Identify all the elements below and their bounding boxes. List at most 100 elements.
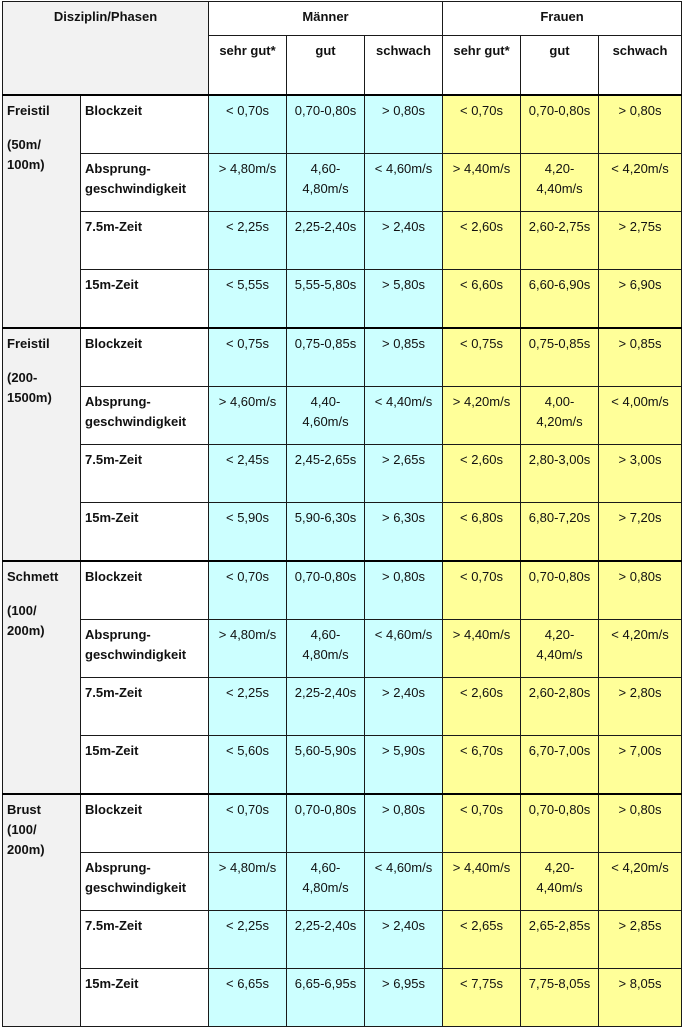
phase-blockzeit: Blockzeit bbox=[80, 560, 209, 620]
value-women-weak: > 2,80s bbox=[598, 677, 683, 736]
table-row: Absprung-geschwindigkeit > 4,80m/s 4,60-4,… bbox=[3, 619, 683, 678]
value-men-very-good: < 0,70s bbox=[208, 793, 287, 853]
phase-zeit-15m: 15m-Zeit bbox=[80, 968, 209, 1027]
value-women-very-good: > 4,40m/s bbox=[442, 153, 522, 212]
phase-absprung: Absprung-geschwindigkeit bbox=[80, 619, 209, 678]
value-men-weak: < 4,60m/s bbox=[363, 852, 444, 911]
table-row: 15m-Zeit < 5,55s 5,55-5,80s > 5,80s < 6,60s 6… bbox=[3, 269, 683, 329]
phase-blockzeit: Blockzeit bbox=[80, 793, 209, 853]
value-men-good: 5,60-5,90s bbox=[286, 735, 365, 795]
value-men-good: 4,60-4,80m/s bbox=[286, 153, 365, 212]
value-women-good: 2,80-3,00s bbox=[520, 444, 600, 503]
value-women-very-good: > 4,40m/s bbox=[442, 852, 522, 911]
discipline-spacer bbox=[7, 587, 76, 601]
value-men-good: 0,70-0,80s bbox=[286, 560, 365, 620]
value-men-weak: > 2,65s bbox=[363, 444, 444, 503]
subheader-men-good: gut bbox=[286, 35, 365, 96]
value-women-very-good: < 0,70s bbox=[442, 94, 522, 154]
value-men-weak: < 4,40m/s bbox=[363, 386, 444, 445]
value-women-good: 0,70-0,80s bbox=[520, 560, 600, 620]
value-men-weak: > 0,85s bbox=[363, 327, 444, 387]
value-men-very-good: < 0,70s bbox=[208, 94, 287, 154]
value-men-very-good: < 0,70s bbox=[208, 560, 287, 620]
discipline-name: Brust bbox=[7, 802, 41, 817]
phase-zeit-15m: 15m-Zeit bbox=[80, 502, 209, 562]
value-men-very-good: < 5,90s bbox=[208, 502, 287, 562]
phase-zeit-15m: 15m-Zeit bbox=[80, 269, 209, 329]
discipline-name: Schmett bbox=[7, 569, 59, 584]
discipline-spacer bbox=[7, 354, 76, 368]
value-men-very-good: > 4,80m/s bbox=[208, 852, 287, 911]
value-men-very-good: > 4,80m/s bbox=[208, 619, 287, 678]
value-women-weak: < 4,20m/s bbox=[598, 153, 683, 212]
header-corner: Disziplin/Phasen bbox=[2, 1, 209, 96]
value-men-very-good: < 5,55s bbox=[208, 269, 287, 329]
value-men-very-good: < 6,65s bbox=[208, 968, 287, 1027]
value-men-weak: > 5,80s bbox=[363, 269, 444, 329]
value-men-very-good: < 2,25s bbox=[208, 211, 287, 270]
discipline-detail: (50m/ 100m) bbox=[7, 137, 45, 172]
value-men-weak: < 4,60m/s bbox=[363, 153, 444, 212]
value-women-good: 0,70-0,80s bbox=[520, 94, 600, 154]
phase-absprung: Absprung-geschwindigkeit bbox=[80, 153, 209, 212]
value-women-weak: > 0,80s bbox=[598, 560, 683, 620]
discipline-detail: (200-1500m) bbox=[7, 370, 52, 405]
value-men-weak: > 2,40s bbox=[363, 677, 444, 736]
value-men-good: 0,75-0,85s bbox=[286, 327, 365, 387]
value-men-good: 0,70-0,80s bbox=[286, 793, 365, 853]
discipline-spacer bbox=[7, 121, 76, 135]
discipline-name: Freistil bbox=[7, 103, 50, 118]
discipline-name: Freistil bbox=[7, 336, 50, 351]
header-group-women: Frauen bbox=[442, 1, 683, 36]
value-women-weak: > 7,00s bbox=[598, 735, 683, 795]
value-men-very-good: > 4,60m/s bbox=[208, 386, 287, 445]
value-women-very-good: < 2,60s bbox=[442, 211, 522, 270]
value-women-weak: < 4,20m/s bbox=[598, 852, 683, 911]
value-women-good: 6,80-7,20s bbox=[520, 502, 600, 562]
value-women-very-good: < 2,65s bbox=[442, 910, 522, 969]
discipline-detail: (100/ 200m) bbox=[7, 603, 45, 638]
value-men-good: 5,55-5,80s bbox=[286, 269, 365, 329]
value-women-good: 2,60-2,80s bbox=[520, 677, 600, 736]
value-men-good: 6,65-6,95s bbox=[286, 968, 365, 1027]
value-women-very-good: < 0,70s bbox=[442, 560, 522, 620]
value-men-weak: > 0,80s bbox=[363, 560, 444, 620]
subheader-women-weak: schwach bbox=[598, 35, 683, 96]
table-row: 7.5m-Zeit < 2,25s 2,25-2,40s > 2,40s < 2,60s… bbox=[3, 677, 683, 736]
value-men-weak: > 2,40s bbox=[363, 910, 444, 969]
value-men-very-good: > 4,80m/s bbox=[208, 153, 287, 212]
value-women-weak: > 2,85s bbox=[598, 910, 683, 969]
value-women-good: 4,00-4,20m/s bbox=[520, 386, 600, 445]
value-women-very-good: > 4,40m/s bbox=[442, 619, 522, 678]
table-row: 7.5m-Zeit < 2,45s 2,45-2,65s > 2,65s < 2,60s… bbox=[3, 444, 683, 503]
value-men-very-good: < 2,25s bbox=[208, 677, 287, 736]
phase-zeit-7-5m: 7.5m-Zeit bbox=[80, 444, 209, 503]
discipline-schmett-100-200: Schmett (100/ 200m) bbox=[2, 560, 81, 795]
value-women-very-good: < 6,70s bbox=[442, 735, 522, 795]
value-men-very-good: < 5,60s bbox=[208, 735, 287, 795]
value-men-good: 0,70-0,80s bbox=[286, 94, 365, 154]
table-row: Freistil (200-1500m) Blockzeit < 0,75s 0,75-… bbox=[2, 327, 683, 562]
value-women-very-good: < 6,80s bbox=[442, 502, 522, 562]
value-men-good: 4,60-4,80m/s bbox=[286, 852, 365, 911]
value-women-very-good: < 7,75s bbox=[442, 968, 522, 1027]
value-women-very-good: < 2,60s bbox=[442, 677, 522, 736]
phase-absprung: Absprung-geschwindigkeit bbox=[80, 852, 209, 911]
value-women-good: 4,20-4,40m/s bbox=[520, 619, 600, 678]
phase-zeit-7-5m: 7.5m-Zeit bbox=[80, 211, 209, 270]
table-row: Absprung-geschwindigkeit > 4,80m/s 4,60-4,… bbox=[3, 852, 683, 911]
value-men-very-good: < 0,75s bbox=[208, 327, 287, 387]
phase-blockzeit: Blockzeit bbox=[80, 94, 209, 154]
value-women-weak: > 6,90s bbox=[598, 269, 683, 329]
value-men-weak: > 2,40s bbox=[363, 211, 444, 270]
phase-blockzeit: Blockzeit bbox=[80, 327, 209, 387]
value-women-weak: < 4,20m/s bbox=[598, 619, 683, 678]
phase-absprung: Absprung-geschwindigkeit bbox=[80, 386, 209, 445]
value-men-weak: > 5,90s bbox=[363, 735, 444, 795]
value-women-good: 2,60-2,75s bbox=[520, 211, 600, 270]
value-men-weak: > 6,30s bbox=[363, 502, 444, 562]
subheader-men-weak: schwach bbox=[363, 35, 444, 96]
table-row: 15m-Zeit < 5,90s 5,90-6,30s > 6,30s < 6,80s 6… bbox=[3, 502, 683, 562]
table-row: Absprung-geschwindigkeit > 4,60m/s 4,40-4,… bbox=[3, 386, 683, 445]
